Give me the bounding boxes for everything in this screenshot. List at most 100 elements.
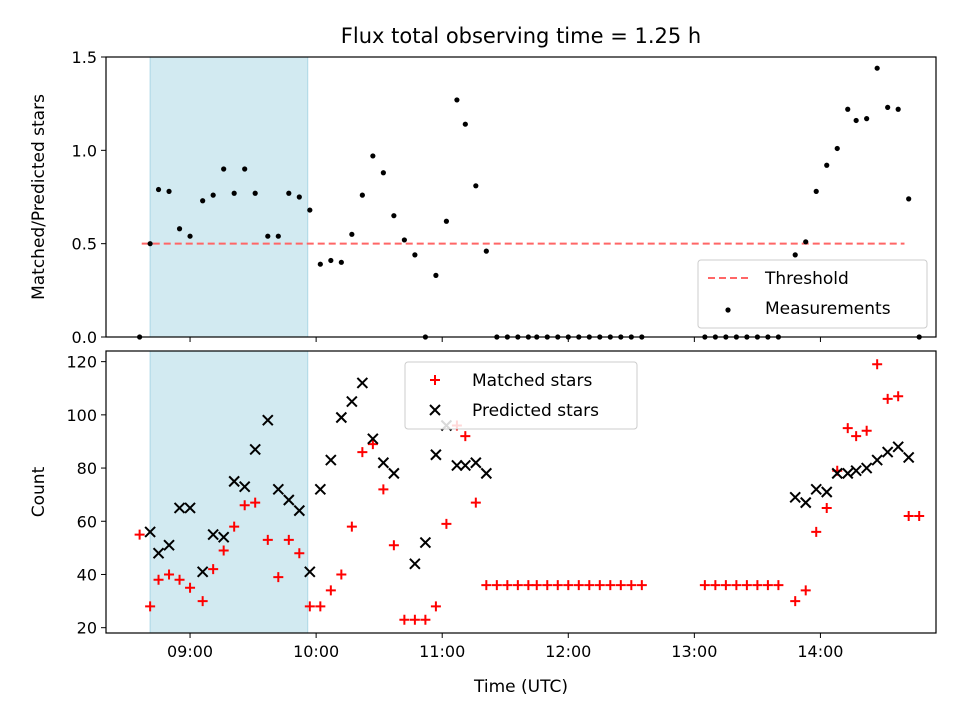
- y-tick-label: 1.5: [72, 48, 97, 67]
- data-point: [173, 502, 186, 514]
- data-point: [346, 395, 358, 408]
- data-point: [304, 566, 316, 578]
- data-point: [850, 465, 862, 477]
- data-point: [210, 192, 216, 198]
- data-point: [824, 162, 830, 168]
- data-point: [419, 536, 432, 549]
- data-point: [903, 510, 914, 521]
- data-point: [304, 601, 315, 612]
- data-point: [174, 574, 185, 585]
- data-point: [470, 497, 481, 508]
- data-point: [200, 198, 206, 204]
- legend: Matched stars Predicted stars: [404, 361, 638, 430]
- data-point: [401, 237, 407, 243]
- data-point: [470, 457, 482, 469]
- data-point: [273, 572, 284, 583]
- data-point: [409, 614, 420, 625]
- data-point: [377, 457, 390, 469]
- data-point: [228, 475, 240, 488]
- panel-2: 20 40 60 80 100 120 09:00 10:00 11:00 12:00 13:00 1…: [29, 350, 937, 697]
- series-predicted-stars: [144, 377, 915, 578]
- data-point: [207, 528, 219, 541]
- y-tick-label: 120: [66, 353, 97, 372]
- legend-entry-label: Measurements: [765, 299, 891, 319]
- data-point: [293, 504, 306, 517]
- x-tick-label: 10:00: [293, 642, 339, 661]
- data-point: [563, 580, 574, 591]
- data-point: [800, 496, 812, 509]
- data-point: [357, 447, 368, 458]
- data-point: [813, 188, 819, 194]
- data-point: [821, 502, 832, 513]
- data-point: [238, 480, 251, 493]
- data-point: [294, 548, 305, 559]
- legend-entry-label: Matched stars: [472, 371, 592, 391]
- data-point: [317, 261, 323, 267]
- data-point: [584, 580, 595, 591]
- data-point: [346, 521, 357, 532]
- legend-dot-swatch: [725, 307, 731, 313]
- data-point: [166, 188, 172, 194]
- x-axis-label: Time (UTC): [473, 677, 568, 697]
- data-point: [483, 248, 489, 254]
- data-point: [441, 518, 452, 529]
- data-point: [460, 431, 471, 442]
- data-point: [860, 462, 873, 474]
- data-point: [367, 433, 379, 445]
- data-point: [217, 531, 230, 543]
- data-point: [531, 580, 542, 591]
- legend-plus-swatch: [430, 375, 440, 385]
- data-point: [262, 534, 273, 545]
- data-point: [145, 601, 156, 612]
- y-tick-label: 0.0: [72, 328, 97, 347]
- data-point: [152, 547, 165, 559]
- series-measurements: [137, 65, 922, 340]
- data-point: [851, 431, 862, 442]
- data-point: [710, 580, 721, 591]
- legend-box: [697, 259, 928, 329]
- data-point: [914, 510, 925, 521]
- data-point: [359, 192, 365, 198]
- data-point: [542, 580, 553, 591]
- data-point: [249, 443, 261, 456]
- data-point: [462, 121, 468, 127]
- data-point: [164, 569, 175, 580]
- data-point: [218, 545, 229, 556]
- data-point: [184, 502, 196, 514]
- data-point: [731, 580, 742, 591]
- observing-span: [149, 56, 309, 338]
- legend-box: [404, 361, 638, 430]
- data-point: [420, 614, 431, 625]
- data-point: [480, 467, 493, 480]
- data-point: [512, 580, 523, 591]
- data-point: [842, 467, 854, 480]
- data-point: [752, 580, 763, 591]
- data-point: [430, 601, 441, 612]
- data-point: [790, 596, 801, 607]
- data-point: [831, 467, 843, 480]
- data-point: [391, 213, 397, 219]
- data-point: [636, 580, 647, 591]
- data-point: [892, 441, 904, 453]
- data-point: [315, 601, 326, 612]
- data-point: [239, 500, 250, 511]
- y-tick-label: 0.5: [72, 235, 97, 254]
- data-point: [283, 494, 295, 506]
- observing-span: [149, 350, 309, 634]
- data-point: [242, 166, 248, 172]
- series-matched-stars: [134, 359, 925, 625]
- data-point: [491, 580, 502, 591]
- data-point: [871, 454, 883, 466]
- y-axis-label: Matched/Predicted stars: [29, 94, 49, 300]
- data-point: [314, 483, 327, 496]
- data-point: [773, 580, 784, 591]
- axes-frame: [105, 56, 937, 338]
- data-point: [803, 239, 809, 245]
- data-point: [349, 231, 355, 237]
- data-point: [286, 190, 292, 196]
- data-point: [399, 614, 410, 625]
- data-point: [325, 454, 337, 466]
- data-point: [272, 483, 285, 496]
- data-point: [864, 116, 870, 122]
